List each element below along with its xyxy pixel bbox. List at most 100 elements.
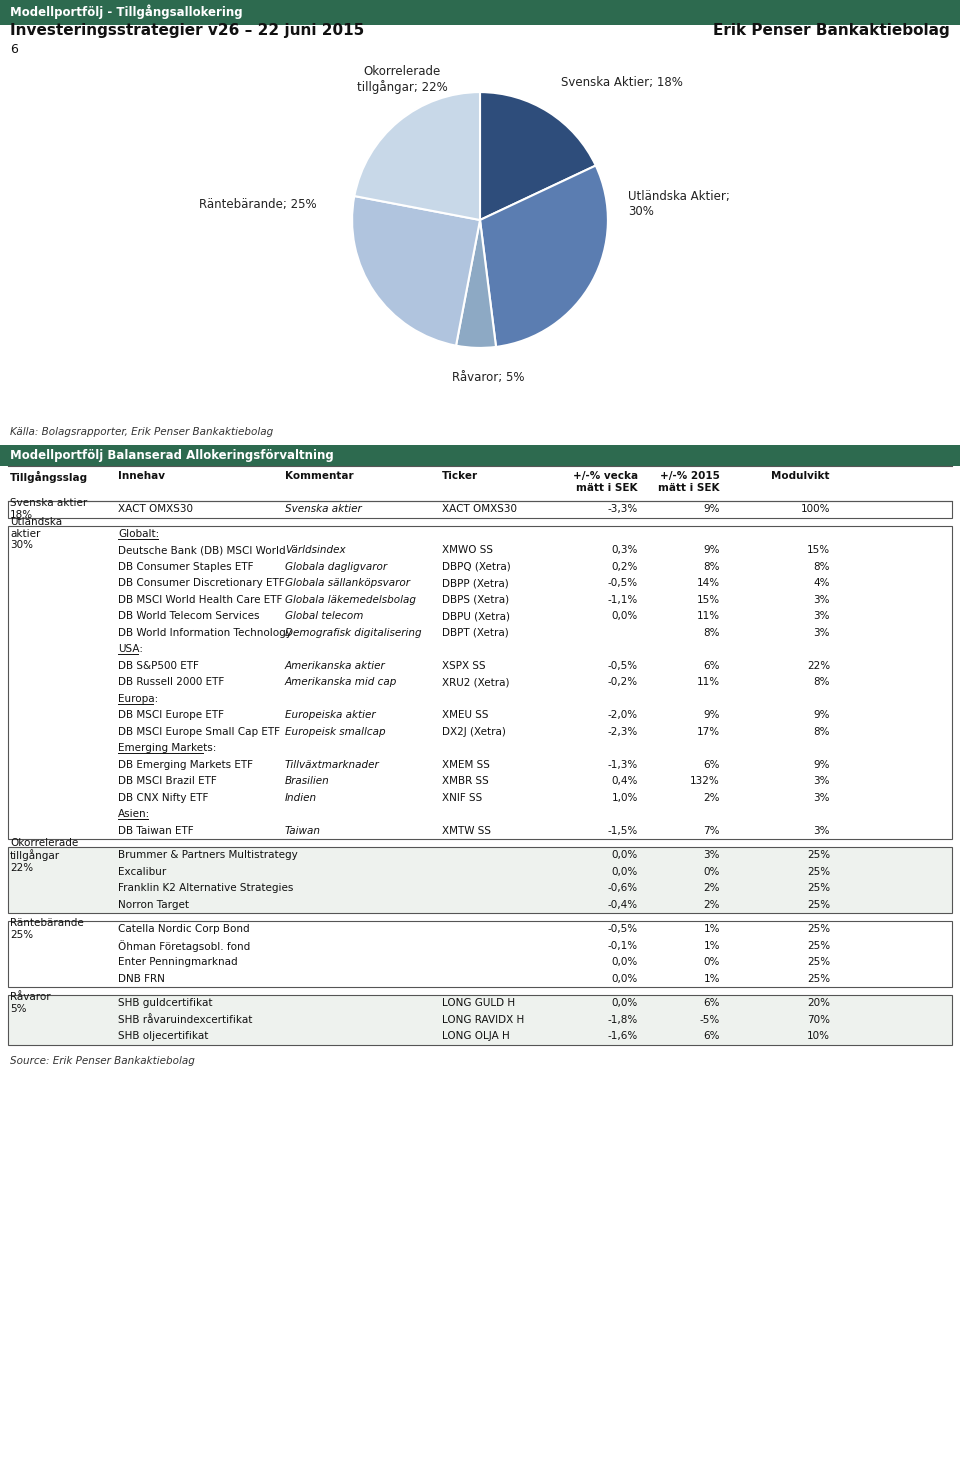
Text: 1%: 1% [704, 941, 720, 950]
Text: Råvaror
5%: Råvaror 5% [10, 993, 51, 1013]
Text: Räntebärande; 25%: Räntebärande; 25% [199, 197, 316, 211]
Text: Globalt:: Globalt: [118, 529, 159, 539]
Text: 22%: 22% [806, 661, 830, 670]
Text: LONG OLJA H: LONG OLJA H [442, 1031, 510, 1041]
Text: DB World Telecom Services: DB World Telecom Services [118, 611, 259, 622]
Text: 25%: 25% [806, 866, 830, 876]
Text: Brummer & Partners Multistrategy: Brummer & Partners Multistrategy [118, 850, 298, 860]
Bar [8, 897, 952, 913]
Text: Världsindex: Världsindex [285, 545, 346, 555]
Text: 8%: 8% [813, 726, 830, 736]
Text: Taiwan: Taiwan [285, 826, 321, 835]
Bar [8, 994, 952, 1044]
Text: DB Russell 2000 ETF: DB Russell 2000 ETF [118, 678, 225, 688]
Text: 3%: 3% [813, 627, 830, 638]
Text: DB Emerging Markets ETF: DB Emerging Markets ETF [118, 760, 253, 770]
Text: Investeringsstrategier v26 – 22 juni 2015: Investeringsstrategier v26 – 22 juni 201… [10, 24, 364, 38]
Text: Deutsche Bank (DB) MSCI World: Deutsche Bank (DB) MSCI World [118, 545, 286, 555]
Text: 4%: 4% [813, 579, 830, 588]
Text: Modulvikt: Modulvikt [772, 471, 830, 482]
Text: +/-% 2015
mätt i SEK: +/-% 2015 mätt i SEK [659, 471, 720, 492]
Text: Ticker: Ticker [442, 471, 478, 482]
Text: 2%: 2% [704, 884, 720, 893]
Text: -0,5%: -0,5% [608, 661, 638, 670]
Text: SHB råvaruindexcertifikat: SHB råvaruindexcertifikat [118, 1015, 252, 1025]
Text: 6%: 6% [704, 661, 720, 670]
Text: XMWO SS: XMWO SS [442, 545, 493, 555]
Text: XMBR SS: XMBR SS [442, 776, 489, 787]
Text: -0,6%: -0,6% [608, 884, 638, 893]
Text: DX2J (Xetra): DX2J (Xetra) [442, 726, 506, 736]
Text: DB MSCI World Health Care ETF: DB MSCI World Health Care ETF [118, 595, 282, 605]
Text: 0,4%: 0,4% [612, 776, 638, 787]
Text: 25%: 25% [806, 900, 830, 910]
Text: XMEU SS: XMEU SS [442, 710, 489, 720]
Text: Svenska aktier
18%: Svenska aktier 18% [10, 498, 87, 520]
Text: DB MSCI Brazil ETF: DB MSCI Brazil ETF [118, 776, 217, 787]
Text: -0,5%: -0,5% [608, 579, 638, 588]
Text: Asien:: Asien: [118, 809, 151, 819]
Text: 7%: 7% [704, 826, 720, 835]
Text: Globala dagligvaror: Globala dagligvaror [285, 561, 387, 572]
Bar [8, 847, 952, 913]
Text: 6%: 6% [704, 1031, 720, 1041]
Text: 3%: 3% [813, 611, 830, 622]
Text: 11%: 11% [697, 611, 720, 622]
Text: Källa: Bolagsrapporter, Erik Penser Bankaktiebolag: Källa: Bolagsrapporter, Erik Penser Bank… [10, 427, 274, 437]
Text: DB Taiwan ETF: DB Taiwan ETF [118, 826, 194, 835]
Text: 2%: 2% [704, 900, 720, 910]
Text: SHB guldcertifikat: SHB guldcertifikat [118, 999, 212, 1008]
Text: DBPP (Xetra): DBPP (Xetra) [442, 579, 509, 588]
Text: -0,1%: -0,1% [608, 941, 638, 950]
Text: Excalibur: Excalibur [118, 866, 166, 876]
Text: -1,6%: -1,6% [608, 1031, 638, 1041]
Text: Erik Penser Bankaktiebolag: Erik Penser Bankaktiebolag [713, 24, 950, 38]
Text: Amerikanska mid cap: Amerikanska mid cap [285, 678, 397, 688]
Text: Tillgångsslag: Tillgångsslag [10, 471, 88, 483]
Wedge shape [480, 93, 596, 219]
Text: 25%: 25% [806, 974, 830, 984]
Text: 0,0%: 0,0% [612, 866, 638, 876]
Text: 0,0%: 0,0% [612, 999, 638, 1008]
Text: 11%: 11% [697, 678, 720, 688]
Text: Europeisk smallcap: Europeisk smallcap [285, 726, 386, 736]
Text: Kommentar: Kommentar [285, 471, 353, 482]
Text: Svenska Aktier; 18%: Svenska Aktier; 18% [561, 77, 683, 90]
Text: Global telecom: Global telecom [285, 611, 364, 622]
Text: XRU2 (Xetra): XRU2 (Xetra) [442, 678, 510, 688]
Text: -0,2%: -0,2% [608, 678, 638, 688]
Text: DBPT (Xetra): DBPT (Xetra) [442, 627, 509, 638]
Text: 3%: 3% [813, 595, 830, 605]
Text: Utländska Aktier;
30%: Utländska Aktier; 30% [628, 190, 730, 218]
Text: DB MSCI Europe ETF: DB MSCI Europe ETF [118, 710, 224, 720]
Text: 9%: 9% [813, 710, 830, 720]
Text: DB Consumer Discretionary ETF: DB Consumer Discretionary ETF [118, 579, 284, 588]
Bar [8, 1012, 952, 1028]
Text: 25%: 25% [806, 924, 830, 934]
Text: DBPU (Xetra): DBPU (Xetra) [442, 611, 510, 622]
Text: Okorrelerade
tillgångar
22%: Okorrelerade tillgångar 22% [10, 838, 79, 873]
Text: -1,8%: -1,8% [608, 1015, 638, 1025]
Text: 1%: 1% [704, 924, 720, 934]
Text: DBPQ (Xetra): DBPQ (Xetra) [442, 561, 511, 572]
Text: 0,2%: 0,2% [612, 561, 638, 572]
Bar [8, 501, 952, 517]
Text: Räntebärande
25%: Räntebärande 25% [10, 919, 84, 940]
Text: -3,3%: -3,3% [608, 504, 638, 514]
Text: Indien: Indien [285, 792, 317, 803]
Text: 8%: 8% [813, 561, 830, 572]
Text: -0,5%: -0,5% [608, 924, 638, 934]
Text: 0,0%: 0,0% [612, 850, 638, 860]
Text: -0,4%: -0,4% [608, 900, 638, 910]
Text: Utländska
aktier
30%: Utländska aktier 30% [10, 517, 62, 551]
Text: DBPS (Xetra): DBPS (Xetra) [442, 595, 509, 605]
Text: Enter Penningmarknad: Enter Penningmarknad [118, 957, 238, 968]
Text: 3%: 3% [813, 776, 830, 787]
Text: 70%: 70% [807, 1015, 830, 1025]
Text: 17%: 17% [697, 726, 720, 736]
Text: Öhman Företagsobl. fond: Öhman Företagsobl. fond [118, 940, 251, 952]
Wedge shape [456, 219, 496, 348]
Text: 8%: 8% [704, 561, 720, 572]
Text: 20%: 20% [807, 999, 830, 1008]
Text: 8%: 8% [813, 678, 830, 688]
